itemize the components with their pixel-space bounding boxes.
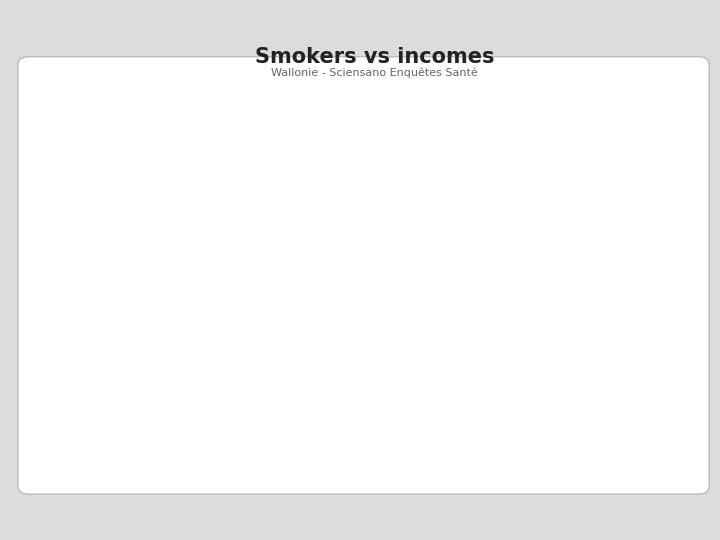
- Text: Wallonie - Sciensano Enquêtes Santé: Wallonie - Sciensano Enquêtes Santé: [271, 68, 478, 78]
- Text: Smokers vs incomes: Smokers vs incomes: [255, 46, 494, 67]
- Legend: Low
incomes, High
incomes: Low incomes, High incomes: [251, 416, 456, 458]
